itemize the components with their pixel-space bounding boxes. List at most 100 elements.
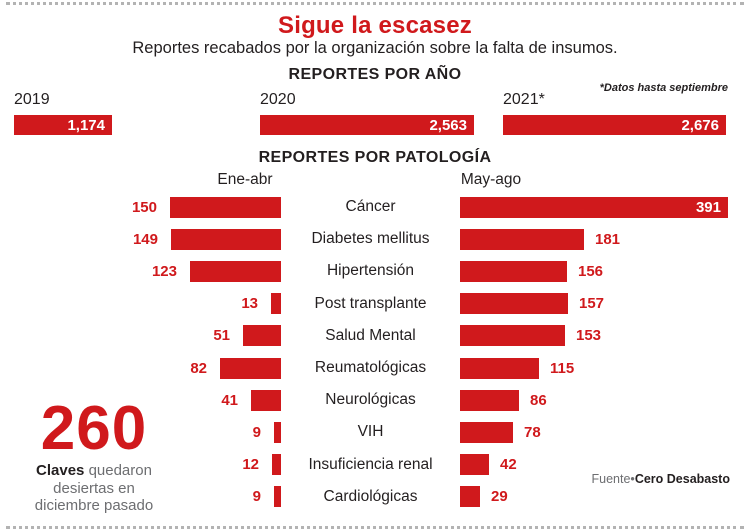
- page-subtitle: Reportes recabados por la organización s…: [132, 39, 618, 57]
- pathology-label: Insuficiencia renal: [308, 455, 433, 473]
- may-ago-cell: 115: [460, 357, 736, 379]
- may-ago-bar: [460, 228, 584, 250]
- may-ago-value: 115: [550, 359, 575, 377]
- ene-abr-cell: 9: [14, 421, 281, 443]
- pathology-chart-title: REPORTES POR PATOLOGÍA: [258, 149, 492, 166]
- year-value: 1,174: [67, 116, 105, 134]
- year-value: 2,676: [681, 116, 719, 134]
- year-label: 2021*: [503, 91, 545, 108]
- may-ago-bar: [460, 421, 513, 443]
- pathology-label: Hipertensión: [326, 262, 415, 280]
- may-ago-value: 391: [695, 198, 721, 216]
- ene-abr-bar: [170, 196, 281, 218]
- may-ago-bar: [460, 293, 568, 315]
- ene-abr-value: 149: [132, 230, 158, 248]
- pathology-row: 149 Diabetes mellitus 181: [14, 223, 736, 255]
- callout-number: 260: [40, 394, 148, 463]
- ene-abr-bar: [190, 260, 281, 282]
- pathology-label: Neurológicas: [325, 391, 416, 409]
- may-ago-bar: [460, 486, 480, 508]
- may-ago-cell: 391: [460, 196, 736, 218]
- series-header-ene-abr: Ene-abr: [217, 171, 273, 188]
- ene-abr-bar: [272, 454, 281, 476]
- ene-abr-value: 12: [242, 456, 259, 474]
- pathology-row: 9 VIH 78: [14, 416, 736, 448]
- may-ago-value: 156: [578, 262, 604, 280]
- year-column-2019: 2019 1,174: [14, 91, 112, 135]
- pathology-row: 9 Cardiológicas 29: [14, 481, 736, 513]
- may-ago-cell: 156: [460, 260, 736, 282]
- ene-abr-value: 9: [252, 488, 261, 506]
- ene-abr-cell: 82: [14, 357, 281, 379]
- ene-abr-value: 9: [252, 423, 261, 441]
- may-ago-bar: [460, 454, 489, 476]
- pathology-row: 82 Reumatológicas 115: [14, 352, 736, 384]
- source-credit: Fuente•Cero Desabasto: [592, 472, 730, 486]
- may-ago-value: 157: [579, 295, 605, 313]
- may-ago-bar: [460, 325, 565, 347]
- ene-abr-cell: 12: [14, 454, 281, 476]
- may-ago-value: 86: [530, 391, 547, 409]
- ene-abr-value: 51: [213, 327, 230, 345]
- may-ago-value: 42: [500, 456, 517, 474]
- ene-abr-cell: 9: [14, 486, 281, 508]
- callout-text: Claves quedaron desiertas en diciembre p…: [18, 462, 170, 515]
- ene-abr-value: 41: [221, 391, 238, 409]
- ene-abr-bar: [274, 421, 281, 443]
- pathology-label: Reumatológicas: [314, 359, 427, 377]
- pathology-row: 13 Post transplante 157: [14, 288, 736, 320]
- ene-abr-cell: 149: [14, 228, 281, 250]
- year-label: 2019: [14, 91, 50, 108]
- pathology-row: 150 Cáncer 391: [14, 191, 736, 223]
- ene-abr-cell: 13: [14, 293, 281, 315]
- may-ago-cell: 181: [460, 228, 736, 250]
- may-ago-cell: 42: [460, 454, 736, 476]
- ene-abr-bar: [274, 486, 281, 508]
- may-ago-cell: 86: [460, 389, 736, 411]
- may-ago-value: 153: [576, 327, 602, 345]
- pathology-label: Cáncer: [345, 198, 396, 216]
- may-ago-bar: [460, 260, 567, 282]
- ene-abr-cell: 150: [14, 196, 281, 218]
- pathology-label: Cardiológicas: [323, 487, 418, 505]
- ene-abr-cell: 51: [14, 325, 281, 347]
- may-ago-value: 181: [595, 230, 621, 248]
- year-bar: 1,174: [14, 115, 112, 135]
- may-ago-cell: 153: [460, 325, 736, 347]
- may-ago-bar: [460, 389, 519, 411]
- ene-abr-cell: 123: [14, 260, 281, 282]
- year-chart-title: REPORTES POR AÑO: [288, 66, 462, 83]
- bottom-dotted-border: [6, 526, 744, 529]
- pathology-row: 123 Hipertensión 156: [14, 255, 736, 287]
- year-bar: 2,563: [260, 115, 474, 135]
- may-ago-bar: 391: [460, 196, 728, 218]
- year-chart-note: *Datos hasta septiembre: [599, 82, 728, 94]
- may-ago-bar: [460, 357, 539, 379]
- year-column-2020: 2020 2,563: [260, 91, 474, 135]
- ene-abr-value: 150: [131, 198, 157, 216]
- ene-abr-cell: 41: [14, 389, 281, 411]
- may-ago-cell: 29: [460, 486, 736, 508]
- source-prefix: Fuente•: [591, 472, 635, 486]
- year-column-2021: 2021* 2,676: [503, 91, 726, 135]
- year-bar: 2,676: [503, 115, 726, 135]
- may-ago-cell: 157: [460, 293, 736, 315]
- page-title: Sigue la escasez: [278, 12, 472, 39]
- ene-abr-bar: [271, 293, 281, 315]
- year-value: 2,563: [429, 116, 467, 134]
- may-ago-value: 29: [491, 488, 508, 506]
- pathology-label: Salud Mental: [325, 326, 416, 344]
- top-dotted-border: [6, 2, 744, 5]
- callout-text-bold: Claves: [36, 462, 85, 479]
- callout-text-rest: quedaron desiertas en diciembre pasado: [34, 462, 154, 514]
- callout-keys-deserted: 260 Claves quedaron desiertas en diciemb…: [18, 398, 170, 515]
- reports-by-pathology-chart: 150 Cáncer 391 149 Diabetes mellitus 181 123 Hi…: [14, 191, 736, 513]
- pathology-row: 41 Neurológicas 86: [14, 384, 736, 416]
- pathology-label: VIH: [357, 423, 384, 441]
- may-ago-value: 78: [524, 423, 541, 441]
- source-name: Cero Desabasto: [634, 472, 730, 486]
- ene-abr-value: 13: [241, 295, 258, 313]
- pathology-row: 12 Insuficiencia renal 42: [14, 449, 736, 481]
- series-header-may-ago: May-ago: [460, 171, 522, 188]
